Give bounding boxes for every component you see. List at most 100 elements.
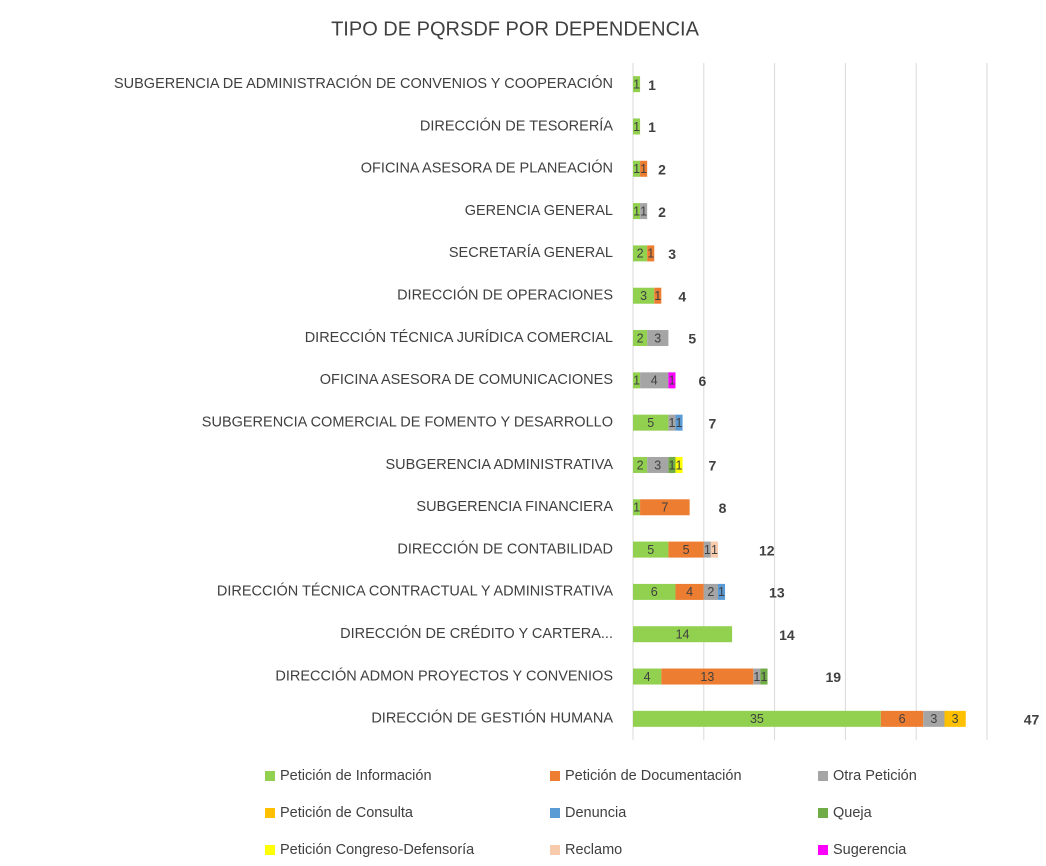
y-tick-label: SECRETARÍA GENERAL	[449, 244, 613, 261]
y-tick-label: DIRECCIÓN DE CONTABILIDAD	[397, 540, 613, 557]
bar-segment	[668, 541, 704, 558]
data-label: 1	[718, 585, 725, 599]
total-label: 2	[658, 161, 666, 177]
y-tick-label: SUBGERENCIA COMERCIAL DE FOMENTO Y DESAR…	[202, 414, 613, 430]
data-label: 1	[647, 247, 654, 261]
total-label: 14	[779, 627, 795, 643]
bar-segment	[647, 456, 669, 473]
legend-swatch	[818, 771, 828, 781]
y-tick-label: SUBGERENCIA ADMINISTRATIVA	[386, 457, 614, 473]
legend-label: Otra Petición	[833, 768, 917, 784]
total-label: 1	[648, 77, 656, 93]
data-label: 3	[930, 712, 937, 726]
bar-segment	[675, 583, 704, 600]
data-label: 1	[676, 416, 683, 430]
legend-label: Petición de Información	[280, 768, 432, 784]
bar-segment	[633, 372, 641, 389]
legend-label: Petición de Documentación	[565, 768, 742, 784]
data-label: 1	[633, 501, 640, 515]
data-label: 2	[637, 331, 644, 345]
bar-segment	[703, 583, 718, 600]
bar-segment	[647, 245, 655, 262]
total-label: 2	[658, 204, 666, 220]
data-label: 3	[640, 289, 647, 303]
data-label: 1	[761, 670, 768, 684]
y-tick-label: DIRECCIÓN TÉCNICA CONTRACTUAL Y ADMINIST…	[217, 583, 613, 600]
y-tick-label: DIRECCIÓN ADMON PROYECTOS Y CONVENIOS	[275, 667, 613, 684]
data-label: 2	[637, 247, 644, 261]
total-label: 12	[759, 542, 775, 558]
data-label: 1	[668, 458, 675, 472]
legend-label: Queja	[833, 805, 873, 821]
legend-swatch	[818, 808, 828, 818]
bar-segment	[633, 499, 641, 516]
bar-segment	[633, 710, 881, 727]
data-label: 35	[750, 712, 764, 726]
bar-segment	[633, 626, 733, 643]
bar-segment	[633, 118, 641, 135]
bar-segment	[633, 668, 662, 685]
data-label: 3	[654, 331, 661, 345]
bar-segment	[703, 541, 711, 558]
bar-segment	[633, 160, 641, 177]
bar-segment	[633, 456, 648, 473]
data-label: 1	[633, 374, 640, 388]
bar-segment	[668, 372, 676, 389]
bar-segment	[640, 499, 690, 516]
data-label: 6	[651, 585, 658, 599]
total-label: 13	[769, 585, 785, 601]
legend-swatch	[550, 808, 560, 818]
data-label: 1	[753, 670, 760, 684]
legend-swatch	[265, 845, 275, 855]
total-label: 4	[678, 288, 686, 304]
bar-segment	[675, 414, 683, 431]
legend-label: Petición de Consulta	[280, 805, 414, 821]
bar-segment	[640, 372, 669, 389]
data-label: 4	[651, 374, 658, 388]
data-label: 1	[640, 204, 647, 218]
legend-label: Denuncia	[565, 805, 627, 821]
total-label: 5	[688, 331, 696, 347]
total-label: 8	[719, 500, 727, 516]
data-label: 2	[707, 585, 714, 599]
bar-segment	[923, 710, 945, 727]
data-label: 1	[676, 458, 683, 472]
legend-swatch	[550, 771, 560, 781]
bar-segment	[668, 456, 676, 473]
bar-segment	[654, 287, 662, 304]
data-label: 1	[668, 374, 675, 388]
bar-segment	[633, 203, 641, 220]
data-label: 4	[686, 585, 693, 599]
legend-label: Sugerencia	[833, 842, 907, 858]
total-label: 6	[698, 373, 706, 389]
bar-segment	[668, 414, 676, 431]
data-label: 4	[644, 670, 651, 684]
data-label: 1	[633, 204, 640, 218]
bar-segment	[710, 541, 718, 558]
bar-segment	[633, 76, 641, 93]
bar-segment	[753, 668, 761, 685]
bar-segment	[640, 160, 648, 177]
bar-segment	[661, 668, 754, 685]
total-label: 47	[1024, 712, 1040, 728]
chart-title: TIPO DE PQRSDF POR DEPENDENCIA	[331, 18, 699, 40]
y-tick-label: DIRECCIÓN DE GESTIÓN HUMANA	[371, 710, 613, 727]
data-label: 3	[654, 458, 661, 472]
y-tick-label: GERENCIA GENERAL	[465, 203, 613, 219]
data-label: 3	[952, 712, 959, 726]
legend-label: Reclamo	[565, 842, 622, 858]
y-tick-label: DIRECCIÓN DE TESORERÍA	[420, 117, 613, 134]
legend-swatch	[265, 808, 275, 818]
bar-segment	[633, 414, 669, 431]
bar-segment	[633, 287, 655, 304]
bar-segment	[880, 710, 924, 727]
bar-segment	[944, 710, 966, 727]
data-label: 1	[668, 416, 675, 430]
data-label: 1	[654, 289, 661, 303]
data-label: 1	[633, 120, 640, 134]
y-tick-label: DIRECCIÓN TÉCNICA JURÍDICA COMERCIAL	[305, 329, 613, 346]
total-label: 19	[826, 669, 842, 685]
bar-segment	[633, 541, 669, 558]
data-label: 6	[899, 712, 906, 726]
